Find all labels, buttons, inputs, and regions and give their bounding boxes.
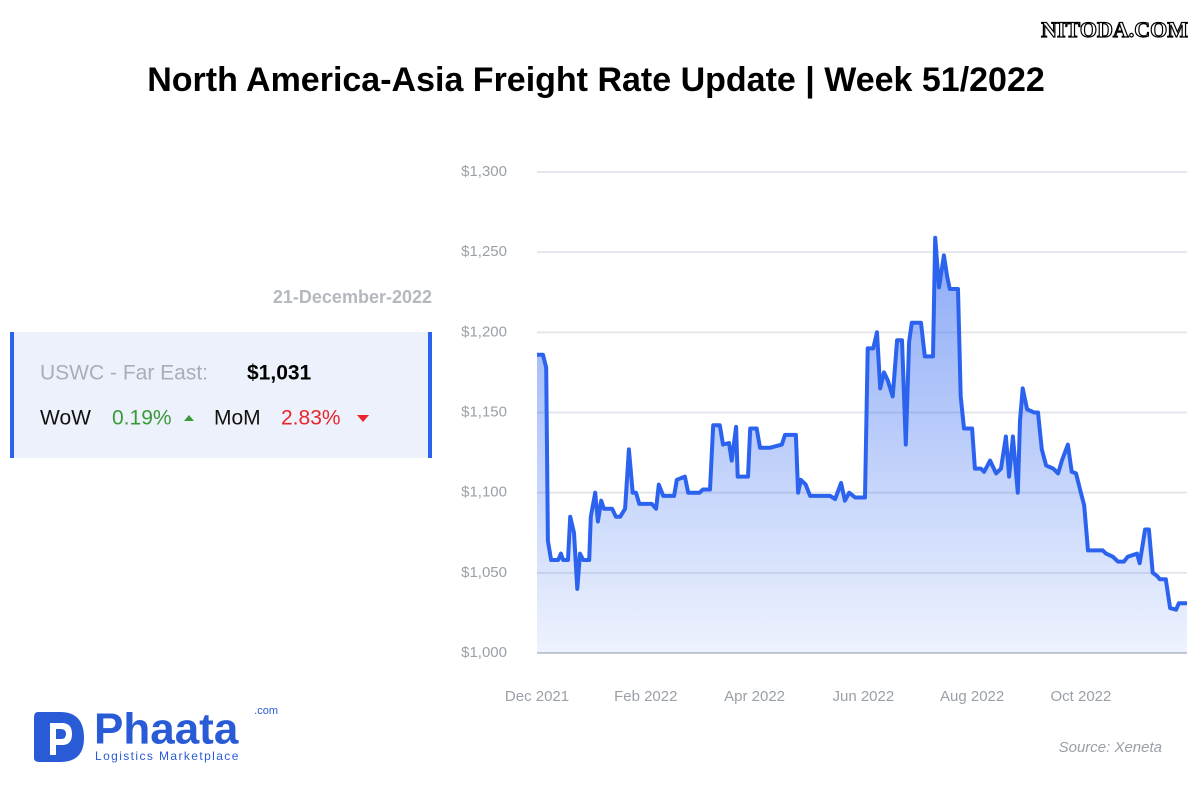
logo: Phaata .com Logistics Marketplace: [34, 705, 278, 763]
logo-tagline: Logistics Marketplace: [95, 749, 240, 763]
line: [537, 235, 1187, 612]
x-tick-label: Aug 2022: [940, 688, 1004, 705]
area-fill: [537, 237, 1187, 653]
y-tick-label: $1,050: [461, 564, 507, 581]
watermark: NITODA.COM: [1041, 17, 1188, 42]
title: North America-Asia Freight Rate Update |…: [147, 61, 1045, 99]
x-tick-label: Feb 2022: [614, 688, 677, 705]
x-tick-label: Dec 2021: [505, 688, 569, 705]
logo-glyph: [50, 723, 72, 755]
wow-label: WoW: [40, 407, 91, 430]
logo-icon: [34, 712, 84, 762]
logo-name: Phaata: [94, 705, 239, 754]
source: Source: Xeneta: [1059, 739, 1162, 756]
card-route: USWC - Far East:: [40, 362, 208, 385]
rate-card: USWC - Far East: $1,031 WoW 0.19% MoM 2.…: [10, 332, 432, 458]
x-tick-label: Jun 2022: [832, 688, 894, 705]
y-tick-label: $1,000: [461, 644, 507, 661]
up-arrow: [184, 415, 194, 421]
y-tick-label: $1,300: [461, 163, 507, 180]
mom-label: MoM: [214, 407, 261, 430]
card-background: [10, 332, 432, 458]
x-tick-label: Oct 2022: [1050, 688, 1111, 705]
logo-suffix: .com: [254, 705, 278, 717]
plot: $1,000 $1,050 $1,100 $1,150 $1,200 $1,250 $1,3…: [461, 163, 1187, 705]
card-rate: $1,031: [247, 362, 312, 385]
card-border-right: [428, 332, 432, 458]
y-tick-label: $1,100: [461, 484, 507, 501]
y-tick-label: $1,250: [461, 243, 507, 260]
card-border-left: [10, 332, 14, 458]
wow-value: 0.19%: [112, 407, 172, 430]
card-date: 21-December-2022: [273, 287, 432, 307]
x-tick-label: Apr 2022: [724, 688, 785, 705]
down-arrow: [357, 415, 369, 422]
y-tick-label: $1,200: [461, 323, 507, 340]
y-tick-label: $1,150: [461, 403, 507, 420]
mom-value: 2.83%: [281, 407, 341, 430]
